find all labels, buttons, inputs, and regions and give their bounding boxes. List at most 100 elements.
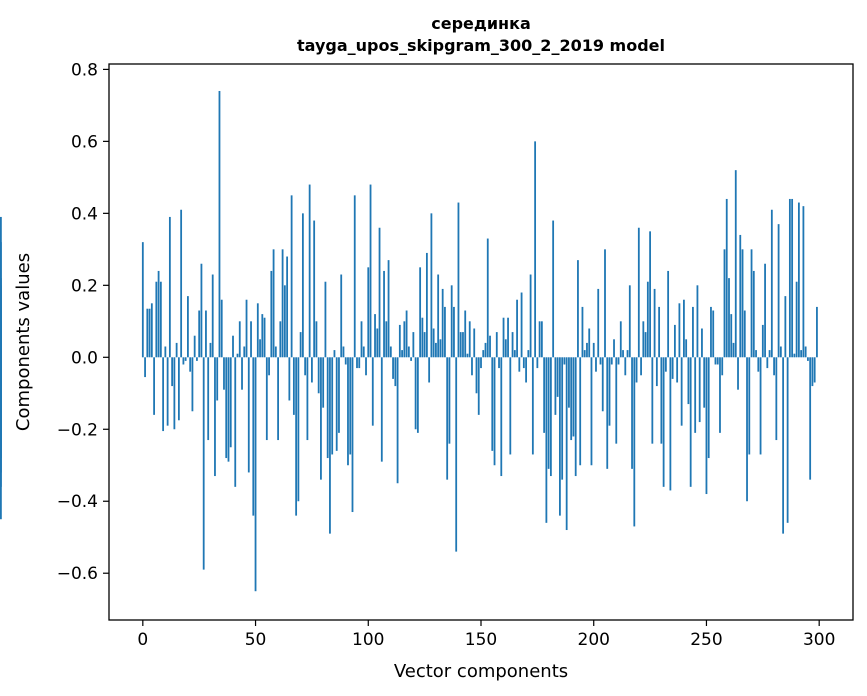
bar [489,335,491,358]
bar [619,321,622,358]
bar [437,274,440,358]
bar [324,281,327,358]
bar [777,224,780,358]
bar [281,249,284,358]
chart-title: серединка [431,14,530,33]
bar [775,357,778,441]
bar [308,184,311,358]
bar [502,317,505,358]
bar [556,357,559,397]
bar [403,321,406,358]
bar [0,242,2,358]
bar [716,357,719,365]
bar [387,260,390,358]
bar [737,357,739,390]
bar [624,357,627,376]
bar [455,357,458,552]
bar [536,357,539,369]
bar [374,314,376,358]
bar [813,357,816,383]
bar [759,357,762,455]
bar [173,357,176,430]
bar [721,357,724,376]
bar [299,332,302,358]
bar [604,249,606,358]
bar [579,357,582,466]
bar [146,308,149,358]
bar [236,353,239,358]
bar [513,350,516,358]
bar [421,317,424,358]
bar [752,270,755,358]
bar [734,170,737,358]
bar [631,357,633,469]
bar [376,328,379,358]
y-tick-label: 0.4 [71,204,98,224]
bar [768,350,771,358]
bar [193,335,196,358]
bar [159,281,162,358]
bar [782,357,785,534]
bar [757,357,760,372]
bar [416,357,419,433]
bar [250,321,252,358]
bar [168,216,171,358]
y-tick-label: 0.0 [71,348,98,368]
bar [277,357,279,441]
bar [477,357,480,415]
bar [795,281,798,358]
bar [450,285,453,358]
bar [595,357,597,372]
bar [522,357,525,369]
bar [150,303,153,358]
bar [543,357,546,433]
bar [728,278,730,358]
bar [367,267,370,358]
bar [610,357,613,365]
bar [779,346,782,358]
bar [653,288,656,358]
bar [369,184,372,358]
bar [786,357,789,523]
bar [482,350,485,358]
bar [211,274,214,358]
bar [534,141,537,358]
bar [689,357,692,487]
bar [703,357,706,408]
bar [329,357,331,534]
bar [581,306,584,358]
bar [410,357,413,361]
bar [511,332,514,358]
bar [509,357,512,455]
bar [664,357,667,372]
bar [295,357,298,516]
bar [549,357,552,477]
bar [175,342,178,358]
bar [180,209,183,358]
bar [351,357,354,513]
bar [184,357,187,361]
bar [223,357,225,390]
bar [651,357,654,444]
x-tick-label: 50 [245,630,267,650]
bar [804,346,807,358]
chart-subtitle: tayga_upos_skipgram_300_2_2019 model [297,36,665,55]
bar [360,321,363,358]
bar [683,299,685,358]
bar [692,306,694,358]
bar [658,306,661,358]
bar [746,357,748,502]
bar [353,195,356,358]
bar [669,357,672,491]
bar [583,350,586,358]
bar [617,357,620,365]
bar [457,202,460,358]
bar [171,357,174,387]
bar [597,288,600,358]
bar [680,357,683,426]
bar [655,357,658,387]
bar [286,256,289,358]
bar [538,321,541,358]
bar [144,357,146,378]
bar [498,357,500,369]
